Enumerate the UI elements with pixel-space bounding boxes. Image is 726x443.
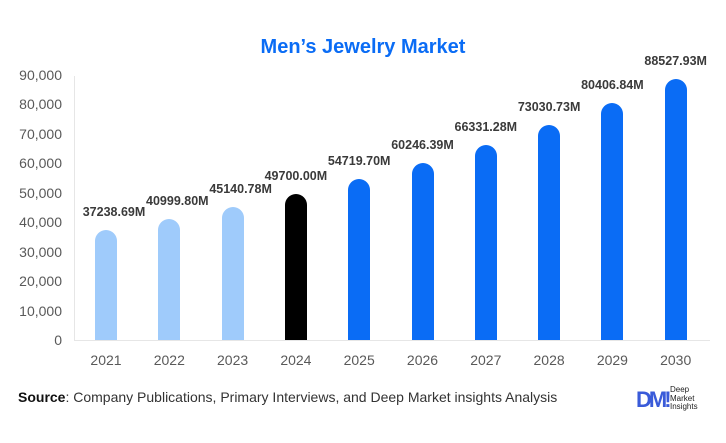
x-tick-label: 2030 [660,352,692,368]
value-label: 54719.70M [327,153,391,168]
y-tick-label: 60,000 [19,155,62,172]
y-tick-label: 50,000 [19,184,62,201]
logo-line-1: Deep [670,385,690,394]
x-tick-label: 2023 [217,352,249,368]
y-tick-label: 30,000 [19,243,62,260]
bar-2029 [601,103,624,340]
source-label: Source [18,389,66,405]
chart-title: Men’s Jewelry Market [260,36,466,58]
y-tick-label: 20,000 [19,273,62,290]
x-tick-label: 2022 [153,352,185,368]
x-tick-label: 2028 [533,352,565,368]
value-label: 40999.80M [146,194,209,209]
y-tick-label: 40,000 [19,214,62,231]
value-label: 73030.73M [517,99,581,114]
value-label: 80406.84M [581,78,644,93]
bar-2028 [538,124,561,340]
x-tick-label: 2026 [406,352,439,368]
bar-2023 [221,207,244,340]
bar-2024 [284,193,307,340]
logo-line-3: Insights [670,402,698,411]
x-tick-label: 2024 [280,352,312,368]
bar-2026 [411,162,434,340]
y-tick-label: 0 [54,332,62,348]
x-axis-line [74,340,710,341]
source-note: Source: Company Publications, Primary In… [18,389,557,405]
bar-2021 [95,230,117,340]
bar-2022 [158,219,181,340]
x-tick-label: 2021 [90,352,122,368]
value-label: 60246.39M [391,137,454,152]
logo-mark-icon: DM! [636,387,672,412]
value-label: 66331.28M [454,119,518,134]
x-tick-label: 2029 [596,352,628,368]
value-label: 37238.69M [82,205,146,220]
company-logo: DM! Deep Market Insights [636,385,716,414]
bar-2030 [664,79,687,340]
source-text: : Company Publications, Primary Intervie… [65,389,558,405]
y-tick-label: 90,000 [19,67,62,83]
value-label: 88527.93M [644,54,707,69]
value-label: 45140.78M [209,182,272,197]
value-label: 49700.00M [264,168,328,183]
y-axis-line [74,76,75,340]
bar-2025 [348,178,371,340]
y-tick-label: 80,000 [19,96,62,113]
y-tick-label: 10,000 [19,302,62,319]
x-tick-label: 2025 [343,352,375,368]
logo-line-2: Market [670,393,695,403]
logo-text: Deep Market Insights [670,385,698,412]
y-tick-label: 70,000 [19,125,62,142]
bar-2027 [474,144,497,340]
x-tick-label: 2027 [470,352,502,368]
